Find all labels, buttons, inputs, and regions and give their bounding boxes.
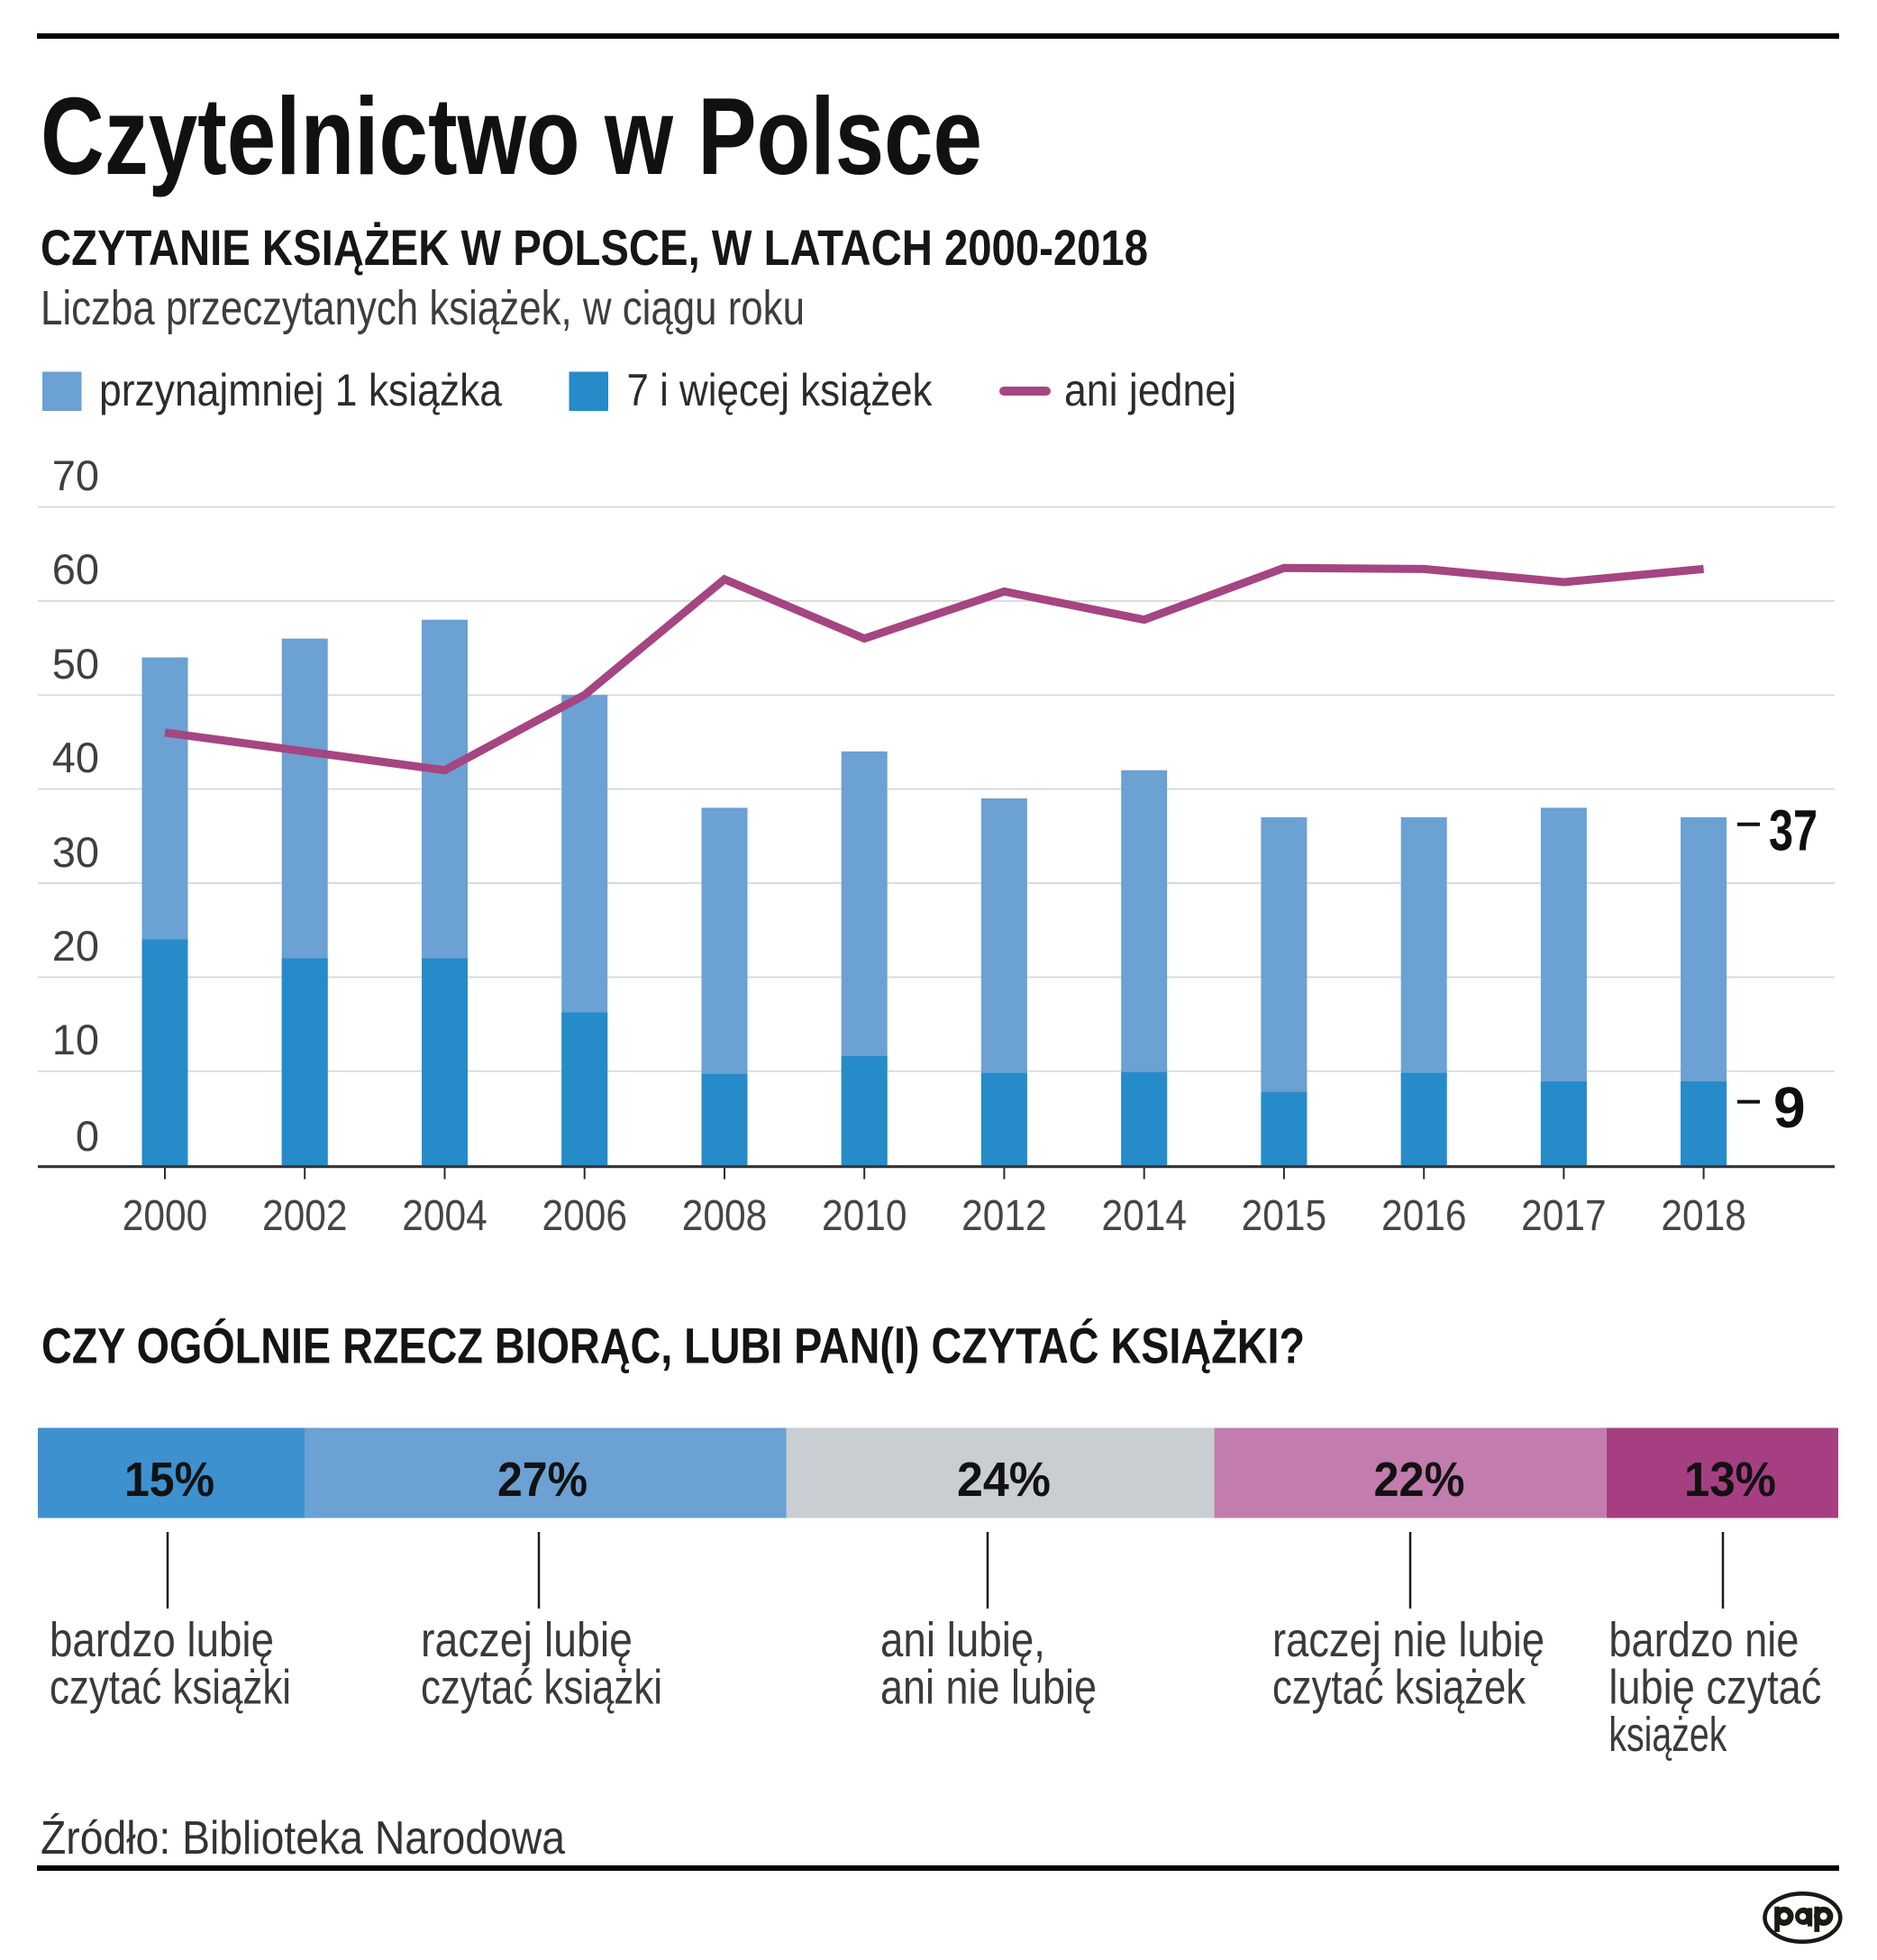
svg-text:40: 40: [52, 734, 99, 781]
svg-text:lubię czytać: lubię czytać: [1608, 1661, 1821, 1715]
svg-text:raczej lubię: raczej lubię: [421, 1613, 633, 1667]
svg-text:czytać książek: czytać książek: [1272, 1661, 1526, 1715]
svg-text:bardzo lubię: bardzo lubię: [50, 1613, 274, 1667]
svg-text:2012: 2012: [961, 1192, 1047, 1240]
svg-text:2000: 2000: [123, 1192, 208, 1240]
svg-text:Liczba przeczytanych książek,: Liczba przeczytanych książek, w ciągu ro…: [41, 281, 805, 335]
svg-text:24%: 24%: [957, 1453, 1051, 1507]
svg-text:2018: 2018: [1661, 1192, 1746, 1240]
svg-text:czytać książki: czytać książki: [50, 1661, 291, 1715]
svg-text:CZY OGÓLNIE RZECZ BIORĄC, LUBI: CZY OGÓLNIE RZECZ BIORĄC, LUBI PAN(I) CZ…: [41, 1318, 1305, 1374]
svg-text:2002: 2002: [262, 1192, 348, 1240]
svg-text:30: 30: [52, 828, 99, 876]
svg-text:13%: 13%: [1684, 1453, 1776, 1507]
svg-text:ani lubię,: ani lubię,: [880, 1613, 1045, 1667]
svg-text:ani jednej: ani jednej: [1064, 365, 1236, 415]
svg-text:ani nie lubię: ani nie lubię: [880, 1661, 1097, 1715]
svg-text:bardzo nie: bardzo nie: [1608, 1613, 1799, 1667]
svg-text:Źródło: Biblioteka Narodowa: Źródło: Biblioteka Narodowa: [41, 1812, 565, 1864]
svg-text:37: 37: [1769, 798, 1818, 863]
svg-text:2015: 2015: [1242, 1192, 1327, 1240]
svg-text:2004: 2004: [402, 1192, 487, 1240]
svg-text:50: 50: [52, 640, 99, 688]
svg-text:czytać książki: czytać książki: [421, 1661, 662, 1715]
svg-text:20: 20: [52, 922, 99, 970]
svg-text:22%: 22%: [1374, 1453, 1465, 1507]
svg-text:7 i więcej książek: 7 i więcej książek: [627, 365, 934, 415]
svg-text:2014: 2014: [1101, 1192, 1187, 1240]
svg-text:9: 9: [1773, 1075, 1806, 1140]
svg-text:2016: 2016: [1381, 1192, 1467, 1240]
svg-text:Czytelnictwo w Polsce: Czytelnictwo w Polsce: [41, 75, 982, 197]
svg-text:15%: 15%: [124, 1453, 214, 1507]
svg-text:raczej nie lubię: raczej nie lubię: [1272, 1613, 1544, 1667]
svg-text:2010: 2010: [822, 1192, 907, 1240]
svg-text:CZYTANIE KSIĄŻEK W POLSCE, W L: CZYTANIE KSIĄŻEK W POLSCE, W LATACH 2000…: [41, 220, 1148, 276]
svg-text:2017: 2017: [1521, 1192, 1607, 1240]
svg-text:70: 70: [52, 451, 99, 499]
svg-text:2008: 2008: [682, 1192, 768, 1240]
svg-text:60: 60: [52, 545, 99, 593]
svg-text:0: 0: [76, 1112, 99, 1160]
svg-text:książek: książek: [1608, 1708, 1727, 1762]
svg-text:27%: 27%: [497, 1453, 588, 1507]
svg-text:przynajmniej 1 książka: przynajmniej 1 książka: [99, 365, 502, 415]
svg-text:10: 10: [52, 1016, 99, 1063]
svg-text:2006: 2006: [542, 1192, 627, 1240]
